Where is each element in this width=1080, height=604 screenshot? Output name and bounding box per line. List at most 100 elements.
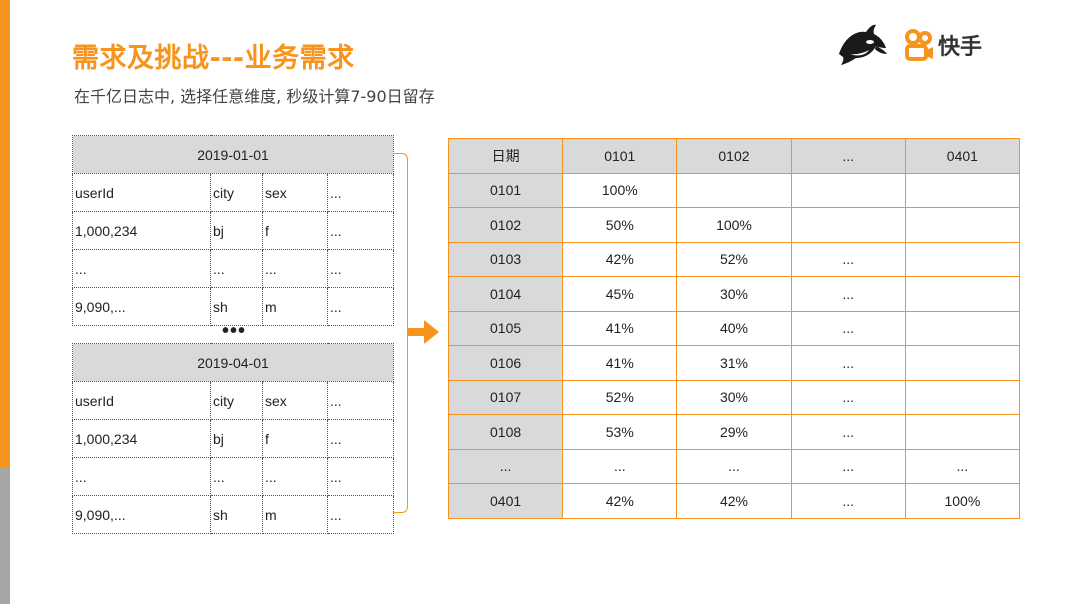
table-cell: ... <box>210 457 263 496</box>
table-cell <box>904 241 1021 277</box>
table-cell <box>904 414 1021 450</box>
table-cell: 52% <box>676 241 792 277</box>
table-cell: ... <box>262 249 328 288</box>
row-date: 0102 <box>447 207 564 243</box>
table-cell: ... <box>790 414 906 450</box>
header-cell: 0101 <box>562 138 678 174</box>
table-row: 0401 42% 42% ... 100% <box>447 483 1021 519</box>
ellipsis-dots: ••• <box>222 320 247 342</box>
table-row: userId city sex ... <box>72 381 394 420</box>
row-date: 0401 <box>447 483 564 519</box>
table-row: 0102 50% 100% <box>447 207 1021 243</box>
table-cell: 41% <box>562 345 678 381</box>
table-cell: bj <box>210 419 263 458</box>
table-cell: 1,000,234 <box>72 419 211 458</box>
table-cell: 45% <box>562 276 678 312</box>
slide-subtitle: 在千亿日志中, 选择任意维度, 秒级计算7-90日留存 <box>74 87 435 106</box>
table-cell <box>904 379 1021 415</box>
table-row: 0105 41% 40% ... <box>447 310 1021 346</box>
table-cell: ... <box>562 448 678 484</box>
table-cell: 100% <box>676 207 792 243</box>
table-cell <box>904 345 1021 381</box>
header-cell: 0102 <box>676 138 792 174</box>
table-cell <box>790 172 906 208</box>
table-cell: ... <box>210 249 263 288</box>
table-cell: ... <box>790 483 906 519</box>
table-cell: 9,090,... <box>72 495 211 534</box>
table-cell: 53% <box>562 414 678 450</box>
table-cell <box>904 207 1021 243</box>
accent-bar <box>0 0 10 468</box>
table-cell: 30% <box>676 379 792 415</box>
log-table-date: 2019-01-01 <box>72 135 394 174</box>
table-row: userId city sex ... <box>72 173 394 212</box>
kuaishou-logo: 快手 <box>904 28 982 62</box>
row-date: 0105 <box>447 310 564 346</box>
header-cell: 0401 <box>904 138 1021 174</box>
log-table-date: 2019-04-01 <box>72 343 394 382</box>
row-date: 0103 <box>447 241 564 277</box>
table-cell: 100% <box>562 172 678 208</box>
table-cell: ... <box>72 249 211 288</box>
table-row: 0104 45% 30% ... <box>447 276 1021 312</box>
gray-bar <box>0 468 10 604</box>
right-arrow-icon <box>408 320 439 344</box>
row-date: 0108 <box>447 414 564 450</box>
table-cell: userId <box>72 381 211 420</box>
table-cell: 31% <box>676 345 792 381</box>
table-cell <box>904 310 1021 346</box>
table-cell: 9,090,... <box>72 287 211 326</box>
table-row: 9,090,... sh m ... <box>72 287 394 326</box>
row-date: 0106 <box>447 345 564 381</box>
grouping-bracket <box>393 153 408 513</box>
table-cell: ... <box>327 495 394 534</box>
orca-logo-icon <box>839 24 887 65</box>
table-cell: 42% <box>562 483 678 519</box>
table-row: 1,000,234 bj f ... <box>72 211 394 250</box>
row-date: 0104 <box>447 276 564 312</box>
table-row: 0108 53% 29% ... <box>447 414 1021 450</box>
table-row: 0106 41% 31% ... <box>447 345 1021 381</box>
table-cell <box>904 276 1021 312</box>
table-row: ... ... ... ... ... <box>447 448 1021 484</box>
table-cell: ... <box>327 287 394 326</box>
table-cell <box>904 172 1021 208</box>
table-cell: ... <box>790 276 906 312</box>
table-cell: ... <box>790 345 906 381</box>
table-cell: userId <box>72 173 211 212</box>
table-cell: 41% <box>562 310 678 346</box>
retention-table: 日期 0101 0102 ... 0401 0101 100% 0102 50%… <box>447 138 1021 519</box>
table-cell: sh <box>210 495 263 534</box>
table-cell: 29% <box>676 414 792 450</box>
table-cell: m <box>262 287 328 326</box>
table-cell: 42% <box>676 483 792 519</box>
table-cell: m <box>262 495 328 534</box>
table-cell <box>790 207 906 243</box>
header-cell: 日期 <box>447 138 564 174</box>
table-cell: 52% <box>562 379 678 415</box>
table-cell: ... <box>262 457 328 496</box>
table-cell: ... <box>327 249 394 288</box>
table-cell: ... <box>327 173 394 212</box>
brand-name: 快手 <box>938 35 983 60</box>
table-cell: ... <box>790 448 906 484</box>
table-cell: ... <box>72 457 211 496</box>
table-row: ... ... ... ... <box>72 457 394 496</box>
table-cell: 42% <box>562 241 678 277</box>
table-cell <box>676 172 792 208</box>
table-cell: sex <box>262 381 328 420</box>
table-cell: 40% <box>676 310 792 346</box>
table-row: 0107 52% 30% ... <box>447 379 1021 415</box>
table-cell: f <box>262 419 328 458</box>
table-cell: ... <box>327 419 394 458</box>
header-cell: ... <box>790 138 906 174</box>
table-cell: 30% <box>676 276 792 312</box>
table-cell: 1,000,234 <box>72 211 211 250</box>
row-date: 0101 <box>447 172 564 208</box>
row-date: ... <box>447 448 564 484</box>
table-cell: ... <box>327 457 394 496</box>
table-row: 0101 100% <box>447 172 1021 208</box>
table-cell: ... <box>904 448 1021 484</box>
table-cell: ... <box>790 379 906 415</box>
table-cell: ... <box>327 211 394 250</box>
